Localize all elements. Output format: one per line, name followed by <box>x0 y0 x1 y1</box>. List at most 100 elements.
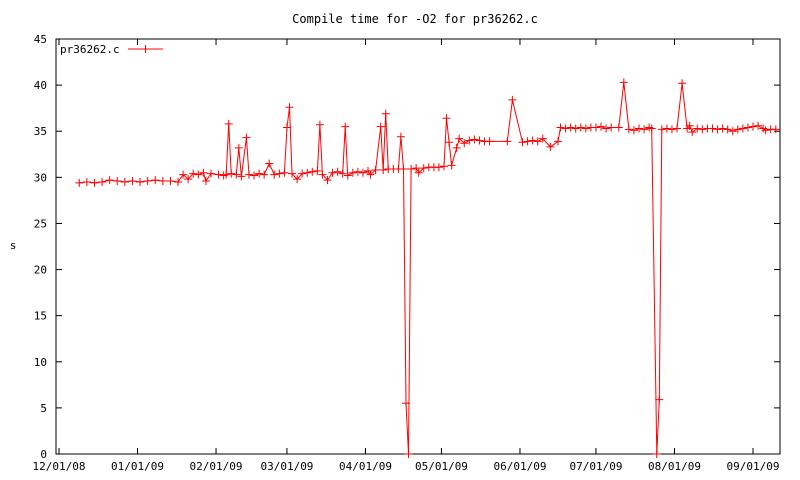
data-point <box>652 450 661 458</box>
data-point <box>234 143 243 152</box>
data-point <box>194 170 203 179</box>
data-point <box>743 123 752 132</box>
data-point <box>189 169 198 178</box>
y-tick-label: 0 <box>40 448 47 461</box>
legend-plus-marker <box>141 45 150 53</box>
chart-title: Compile time for -O2 for pr36262.c <box>292 12 538 26</box>
data-point <box>629 126 638 135</box>
data-point <box>158 177 167 186</box>
x-tick-label: 05/01/09 <box>415 460 468 473</box>
x-tick-label: 04/01/09 <box>339 460 392 473</box>
data-point <box>414 168 423 177</box>
data-point <box>120 177 129 186</box>
x-tick-label: 12/01/08 <box>33 460 86 473</box>
data-point <box>244 170 253 179</box>
data-point <box>561 124 570 133</box>
data-point <box>338 169 347 178</box>
data-point <box>184 175 193 184</box>
data-point <box>348 168 357 177</box>
data-point <box>597 122 606 131</box>
data-point <box>624 125 633 134</box>
data-point <box>546 142 555 151</box>
data-point <box>518 138 527 147</box>
data-point <box>439 162 448 171</box>
data-point <box>571 124 580 133</box>
data-point <box>581 124 590 133</box>
data-point <box>323 176 332 185</box>
legend-marker <box>141 45 150 53</box>
data-point <box>333 167 342 176</box>
data-point <box>313 166 322 175</box>
data-point <box>614 123 623 132</box>
y-tick-label: 10 <box>34 356 47 369</box>
data-point <box>143 177 152 186</box>
data-point <box>199 168 208 177</box>
data-point <box>379 165 388 174</box>
data-point <box>576 123 585 132</box>
data-point <box>533 137 542 146</box>
data-point <box>538 134 547 143</box>
data-point <box>662 124 671 133</box>
data-point <box>242 133 251 142</box>
data-point <box>90 178 99 187</box>
data-point <box>404 450 413 458</box>
x-tick-label: 02/01/09 <box>190 460 243 473</box>
data-point <box>282 123 291 132</box>
data-point <box>75 178 84 187</box>
x-tick-label: 07/01/09 <box>569 460 622 473</box>
series-line <box>79 82 776 455</box>
data-point <box>82 177 91 186</box>
data-point <box>222 170 231 179</box>
data-point <box>402 399 410 408</box>
data-point <box>475 136 484 145</box>
data-point <box>508 95 517 104</box>
data-point <box>341 122 350 131</box>
data-point <box>434 163 443 172</box>
data-point <box>455 134 464 143</box>
data-point <box>315 120 324 129</box>
data-point <box>733 125 742 134</box>
data-point <box>98 177 107 186</box>
y-tick-label: 5 <box>40 402 47 415</box>
data-point <box>503 137 512 146</box>
data-point <box>113 177 122 186</box>
data-point <box>445 138 454 147</box>
data-point <box>285 103 294 112</box>
data-point <box>250 171 259 180</box>
data-point <box>288 169 297 178</box>
data-point <box>566 123 575 132</box>
data-point <box>761 126 770 135</box>
data-point <box>667 125 676 134</box>
data-point <box>280 168 289 177</box>
series-layer <box>75 78 780 458</box>
data-point <box>749 122 757 131</box>
data-point <box>407 165 416 174</box>
data-point <box>255 169 264 178</box>
y-tick-label: 25 <box>34 217 47 230</box>
data-point <box>460 139 469 148</box>
data-point <box>640 125 649 134</box>
data-point <box>105 176 114 185</box>
data-point <box>376 122 385 131</box>
data-point <box>607 123 616 132</box>
data-point <box>381 109 390 118</box>
data-point <box>227 169 236 178</box>
data-point <box>485 137 494 146</box>
data-point <box>452 143 461 152</box>
data-point <box>270 170 279 179</box>
data-point <box>556 123 565 132</box>
data-point <box>343 171 352 180</box>
data-point <box>728 127 737 136</box>
y-tick-label: 20 <box>34 264 47 277</box>
data-point <box>447 161 456 170</box>
data-point <box>693 124 702 133</box>
y-axis: 0 5 10 15 20 25 30 35 40 45 <box>34 33 780 461</box>
data-point <box>201 177 210 186</box>
data-point <box>635 124 644 133</box>
x-tick-label: 03/01/09 <box>260 460 313 473</box>
y-axis-label: s <box>10 239 17 252</box>
data-point <box>713 125 722 134</box>
data-point <box>366 170 375 179</box>
data-point <box>698 125 707 134</box>
data-point <box>318 170 327 179</box>
